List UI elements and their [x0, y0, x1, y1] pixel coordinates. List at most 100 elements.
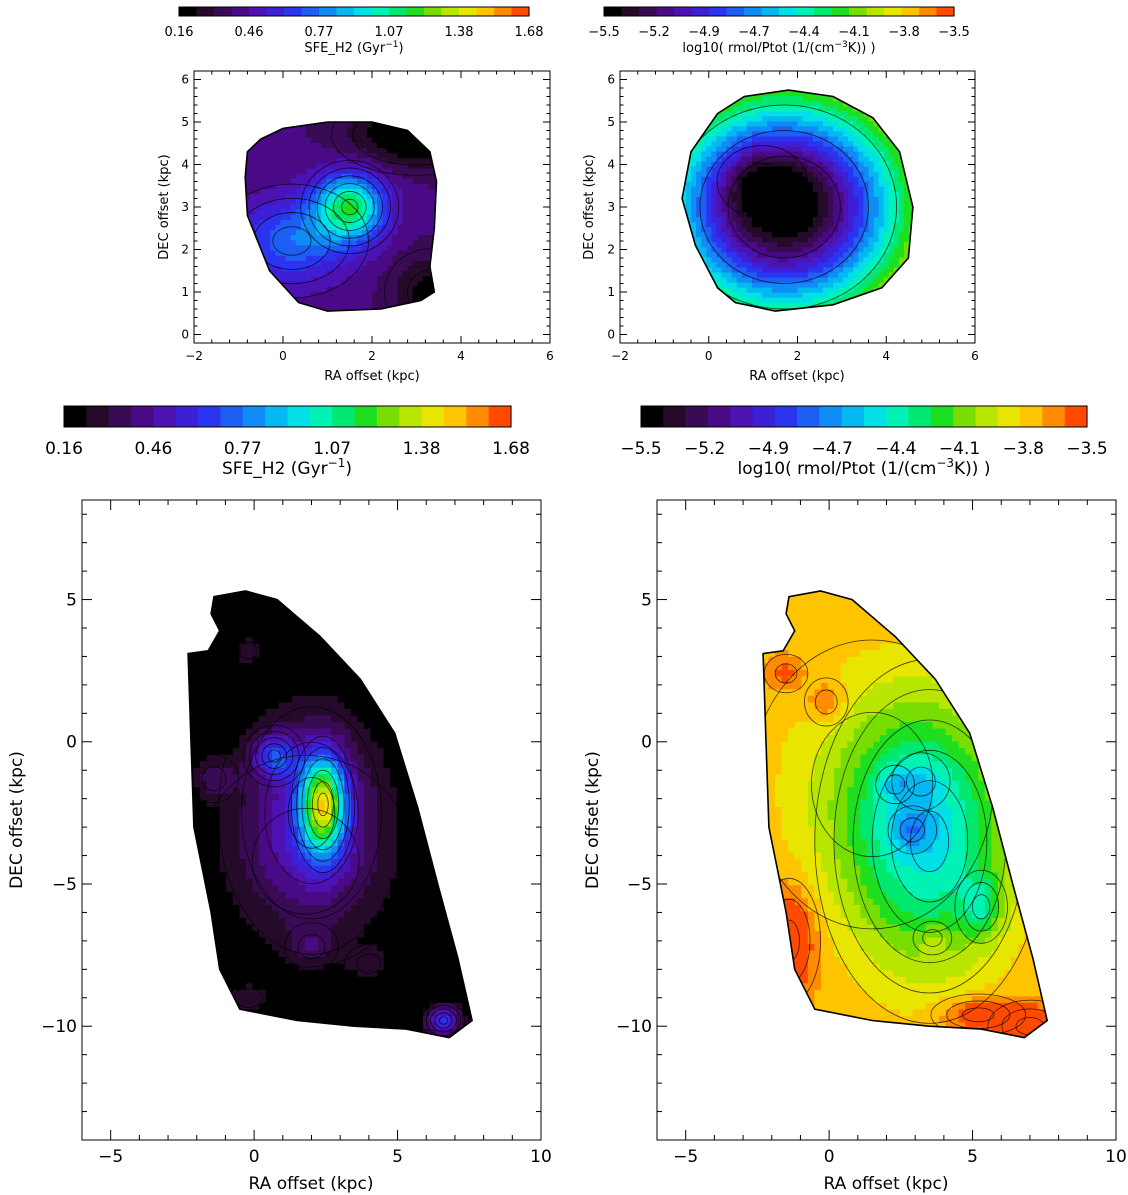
map-cell — [301, 86, 307, 92]
map-cell — [833, 81, 839, 87]
map-cell — [311, 322, 317, 328]
map-cell — [351, 209, 358, 216]
map-cell — [519, 143, 525, 149]
map-cell — [235, 143, 241, 149]
map-cell — [250, 76, 256, 82]
map-cell — [924, 111, 930, 117]
map-cell — [427, 230, 434, 236]
map-cell — [382, 317, 388, 323]
map-cell — [382, 137, 388, 144]
map-cell — [270, 209, 276, 216]
map-cell — [199, 92, 205, 98]
map-cell — [377, 163, 383, 170]
map-cell — [336, 240, 342, 246]
map-cell — [225, 169, 231, 175]
colorbar-tick-label: 0.46 — [235, 25, 264, 40]
map-cell — [387, 266, 393, 272]
map-cell — [909, 131, 913, 137]
map-cell — [716, 136, 722, 143]
map-cell — [321, 71, 327, 77]
map-cell — [235, 148, 241, 154]
colorbar-swatch — [674, 7, 693, 16]
map-cell — [397, 92, 403, 98]
map-cell — [879, 76, 885, 82]
map-cell — [777, 96, 783, 102]
map-cell — [726, 106, 733, 112]
map-cell — [336, 301, 342, 308]
map-cell — [270, 230, 276, 236]
map-cell — [382, 86, 388, 92]
map-cell — [504, 97, 510, 103]
map-cell — [245, 296, 246, 303]
map-cell — [469, 281, 475, 287]
map-cell — [494, 302, 500, 308]
map-cell — [351, 132, 358, 139]
map-cell — [275, 235, 281, 241]
map-cell — [361, 147, 368, 154]
map-cell — [341, 266, 348, 272]
map-cell — [822, 141, 829, 148]
map-cell — [701, 116, 707, 122]
map-cell — [285, 173, 292, 180]
map-cell — [479, 107, 485, 113]
map-cell — [888, 91, 895, 97]
map-cell — [199, 276, 205, 282]
map-cell — [260, 86, 266, 92]
map-cell — [347, 112, 353, 118]
map-cell — [458, 261, 464, 267]
map-cell — [214, 184, 220, 190]
map-cell — [701, 141, 707, 148]
map-cell — [245, 255, 251, 262]
map-cell — [280, 291, 287, 298]
map-cell — [407, 137, 414, 144]
map-cell — [214, 143, 220, 149]
map-cell — [443, 261, 449, 267]
map-cell — [326, 328, 332, 334]
map-cell — [377, 107, 383, 113]
map-cell — [235, 235, 241, 241]
map-cell — [823, 76, 829, 82]
map-cell — [469, 184, 475, 190]
map-cell — [413, 112, 419, 118]
map-cell — [777, 121, 783, 127]
map-cell — [666, 126, 672, 132]
map-cell — [422, 266, 429, 272]
map-cell — [209, 230, 215, 236]
map-cell — [433, 333, 439, 339]
map-cell — [275, 107, 281, 113]
map-cell — [469, 307, 475, 313]
map-cell — [716, 116, 722, 122]
map-cell — [893, 111, 900, 117]
map-cell — [878, 90, 885, 92]
map-cell — [514, 287, 520, 293]
map-cell — [407, 281, 414, 288]
map-cell — [514, 92, 520, 98]
map-cell — [214, 138, 220, 144]
map-cell — [372, 333, 378, 339]
map-cell — [265, 209, 271, 216]
map-cell — [255, 260, 261, 267]
map-cell — [265, 204, 271, 211]
map-cell — [341, 291, 348, 298]
map-cell — [772, 71, 778, 77]
map-cell — [519, 312, 525, 318]
map-cell — [453, 256, 459, 262]
map-cell — [519, 153, 525, 159]
map-cell — [464, 194, 470, 200]
map-cell — [519, 297, 525, 303]
map-cell — [402, 255, 409, 262]
map-cell — [772, 106, 778, 112]
map-cell — [326, 235, 332, 241]
map-cell — [464, 189, 470, 195]
map-cell — [341, 296, 348, 303]
map-cell — [453, 138, 459, 144]
map-cell — [934, 81, 940, 87]
map-cell — [940, 131, 946, 137]
map-cell — [214, 322, 220, 328]
map-cell — [474, 215, 480, 221]
map-cell — [499, 86, 505, 92]
colorbar-swatch — [691, 7, 710, 16]
map-cell — [630, 101, 636, 107]
map-cell — [245, 235, 246, 241]
map-cell — [519, 287, 525, 293]
